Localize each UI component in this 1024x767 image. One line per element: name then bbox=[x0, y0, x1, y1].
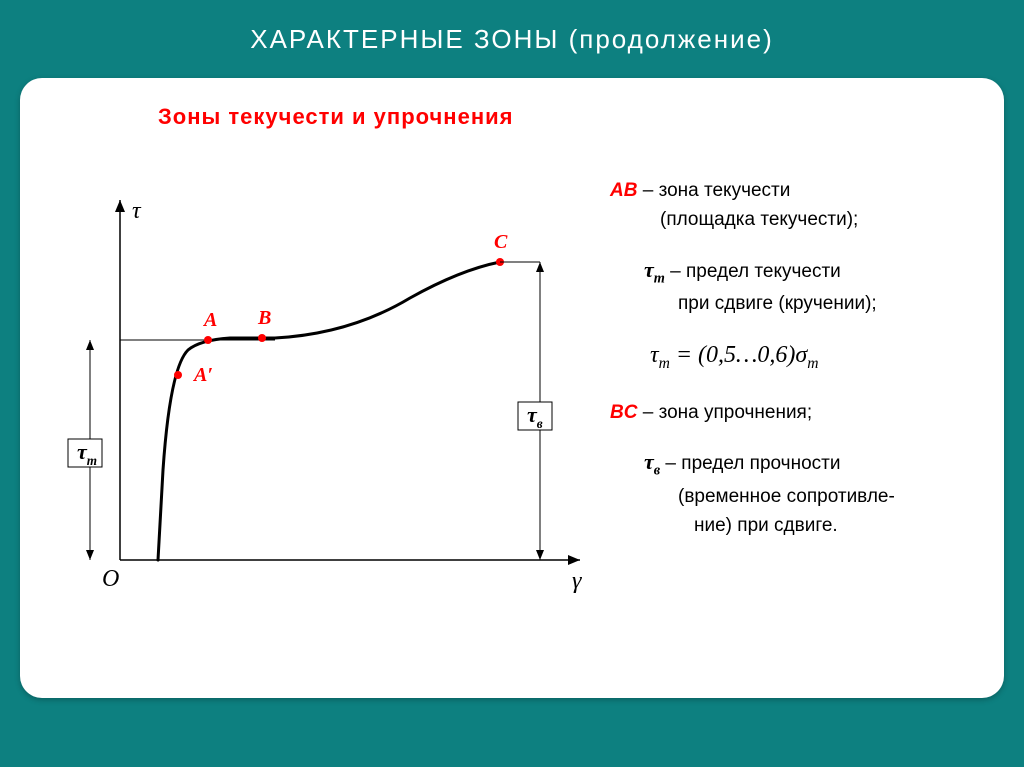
legend-row-tau-v: τв ‒ предел прочности (временное сопроти… bbox=[644, 445, 990, 540]
dash: ‒ bbox=[637, 180, 658, 201]
legend-row-ab: AB ‒ зона текучести (площадка текучести)… bbox=[610, 176, 990, 235]
panel-subtitle: Зоны текучести и упрочнения bbox=[158, 104, 513, 130]
svg-text:O: O bbox=[102, 566, 119, 592]
legend-text: предел текучести bbox=[686, 261, 841, 282]
legend-sub2: ние) при сдвиге. bbox=[694, 515, 838, 536]
legend-sub: (временное сопротивле- bbox=[678, 486, 895, 507]
dash: ‒ bbox=[660, 453, 681, 474]
svg-text:C: C bbox=[494, 231, 508, 253]
svg-text:A′: A′ bbox=[192, 364, 213, 386]
tau-t-symbol: τт bbox=[644, 257, 665, 282]
legend-text: зона текучести bbox=[659, 180, 791, 201]
svg-text:A: A bbox=[202, 309, 217, 331]
formula-tau-t: τт = (0,5…0,6)σт bbox=[650, 337, 990, 376]
legend-sub: (площадка текучести); bbox=[660, 209, 858, 230]
svg-text:B: B bbox=[257, 307, 271, 329]
dash: ‒ bbox=[665, 261, 686, 282]
legend-block: AB ‒ зона текучести (площадка текучести)… bbox=[610, 176, 990, 559]
slide: ХАРАКТЕРНЫЕ ЗОНЫ (продолжение) Зоны теку… bbox=[0, 0, 1024, 767]
legend-row-tau-t: τт ‒ предел текучести при сдвиге (кручен… bbox=[644, 253, 990, 319]
legend-sub: при сдвиге (кручении); bbox=[678, 293, 877, 314]
svg-text:τ: τ bbox=[132, 198, 142, 224]
slide-title: ХАРАКТЕРНЫЕ ЗОНЫ (продолжение) bbox=[0, 24, 1024, 55]
dash: ‒ bbox=[637, 402, 658, 423]
content-panel: Зоны текучести и упрочнения τγOA′ABCτтτв… bbox=[20, 78, 1004, 698]
legend-text: предел прочности bbox=[681, 453, 840, 474]
legend-label-bc: BC bbox=[610, 402, 637, 423]
svg-text:γ: γ bbox=[572, 568, 582, 594]
legend-text: зона упрочнения; bbox=[659, 402, 813, 423]
legend-label-ab: AB bbox=[610, 180, 637, 201]
stress-strain-chart: τγOA′ABCτтτв bbox=[50, 150, 610, 600]
tau-v-symbol: τв bbox=[644, 449, 660, 474]
legend-row-bc: BC ‒ зона упрочнения; bbox=[610, 398, 990, 427]
